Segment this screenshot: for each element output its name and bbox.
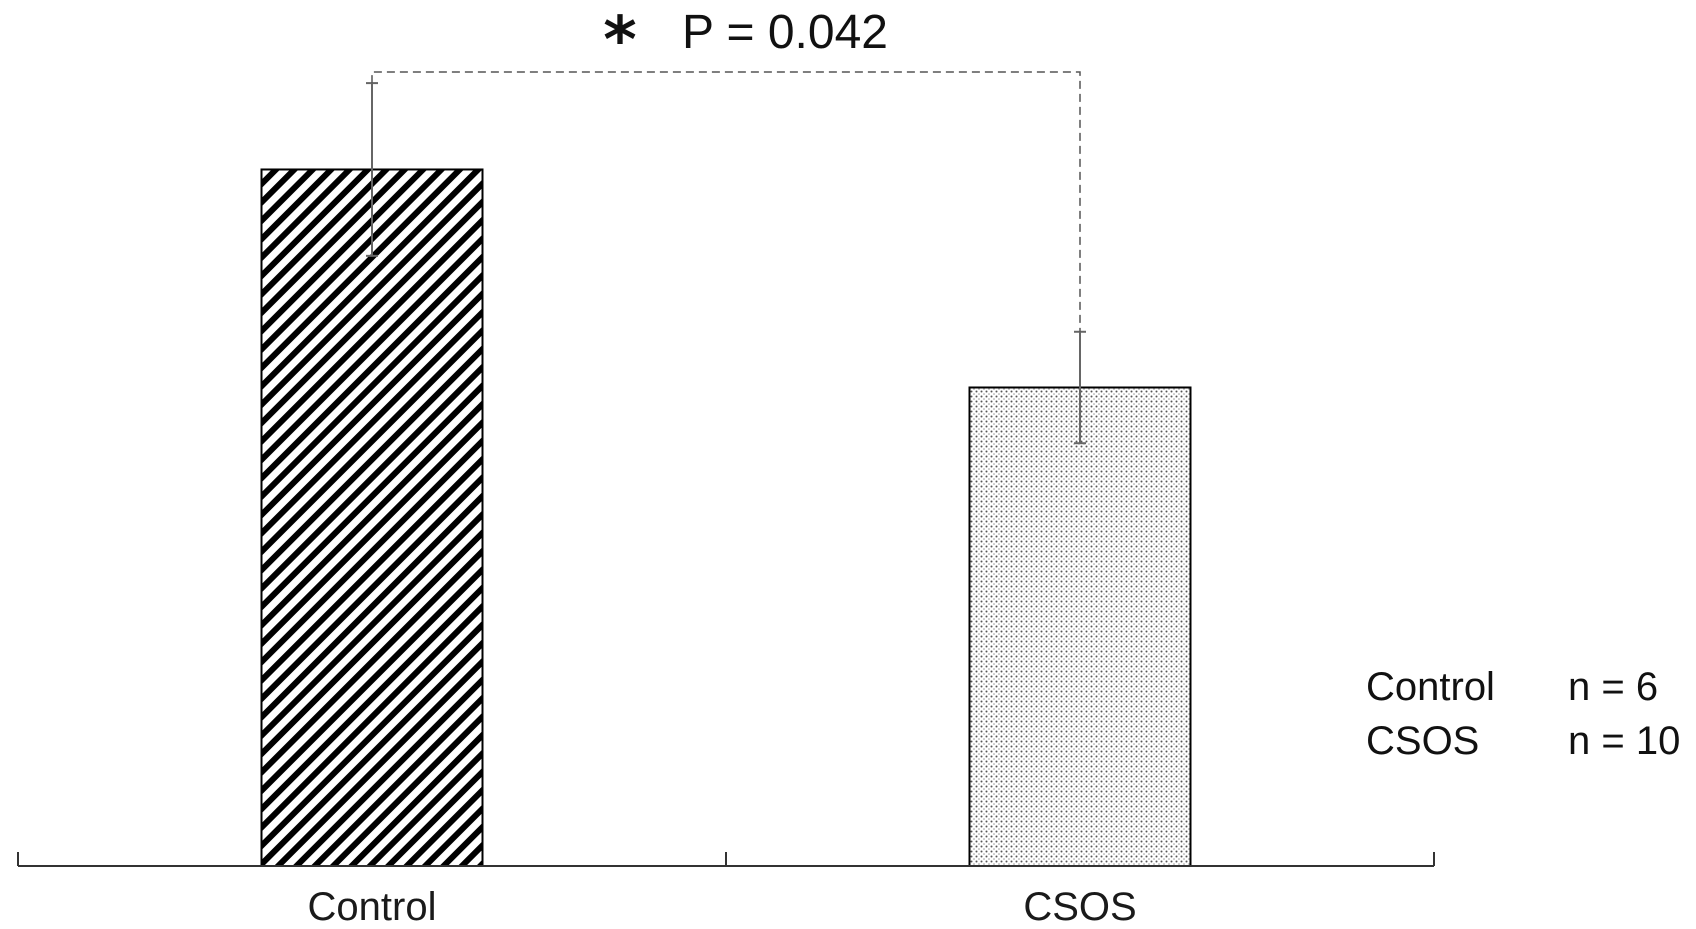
x-tick-label-control: Control: [308, 885, 437, 929]
bar-control: [260, 168, 484, 867]
bar-csos: [968, 386, 1192, 867]
legend-n-control: n = 6: [1568, 665, 1658, 709]
legend-n-csos: n = 10: [1568, 719, 1680, 763]
legend-group-csos: CSOS: [1366, 719, 1479, 763]
significance-star: *: [603, 4, 636, 78]
x-tick-label-csos: CSOS: [1023, 885, 1136, 929]
sample-size-legend: Control n = 6 CSOS n = 10: [1366, 665, 1680, 763]
significance-annotation: * P = 0.042: [371, 4, 1081, 332]
x-tick-labels: Control CSOS: [308, 885, 1137, 929]
significance-bracket: [371, 71, 1081, 332]
legend-group-control: Control: [1366, 665, 1495, 709]
p-value-label: P = 0.042: [682, 6, 888, 59]
bars-layer: [260, 168, 1192, 867]
x-axis: [17, 852, 1435, 867]
